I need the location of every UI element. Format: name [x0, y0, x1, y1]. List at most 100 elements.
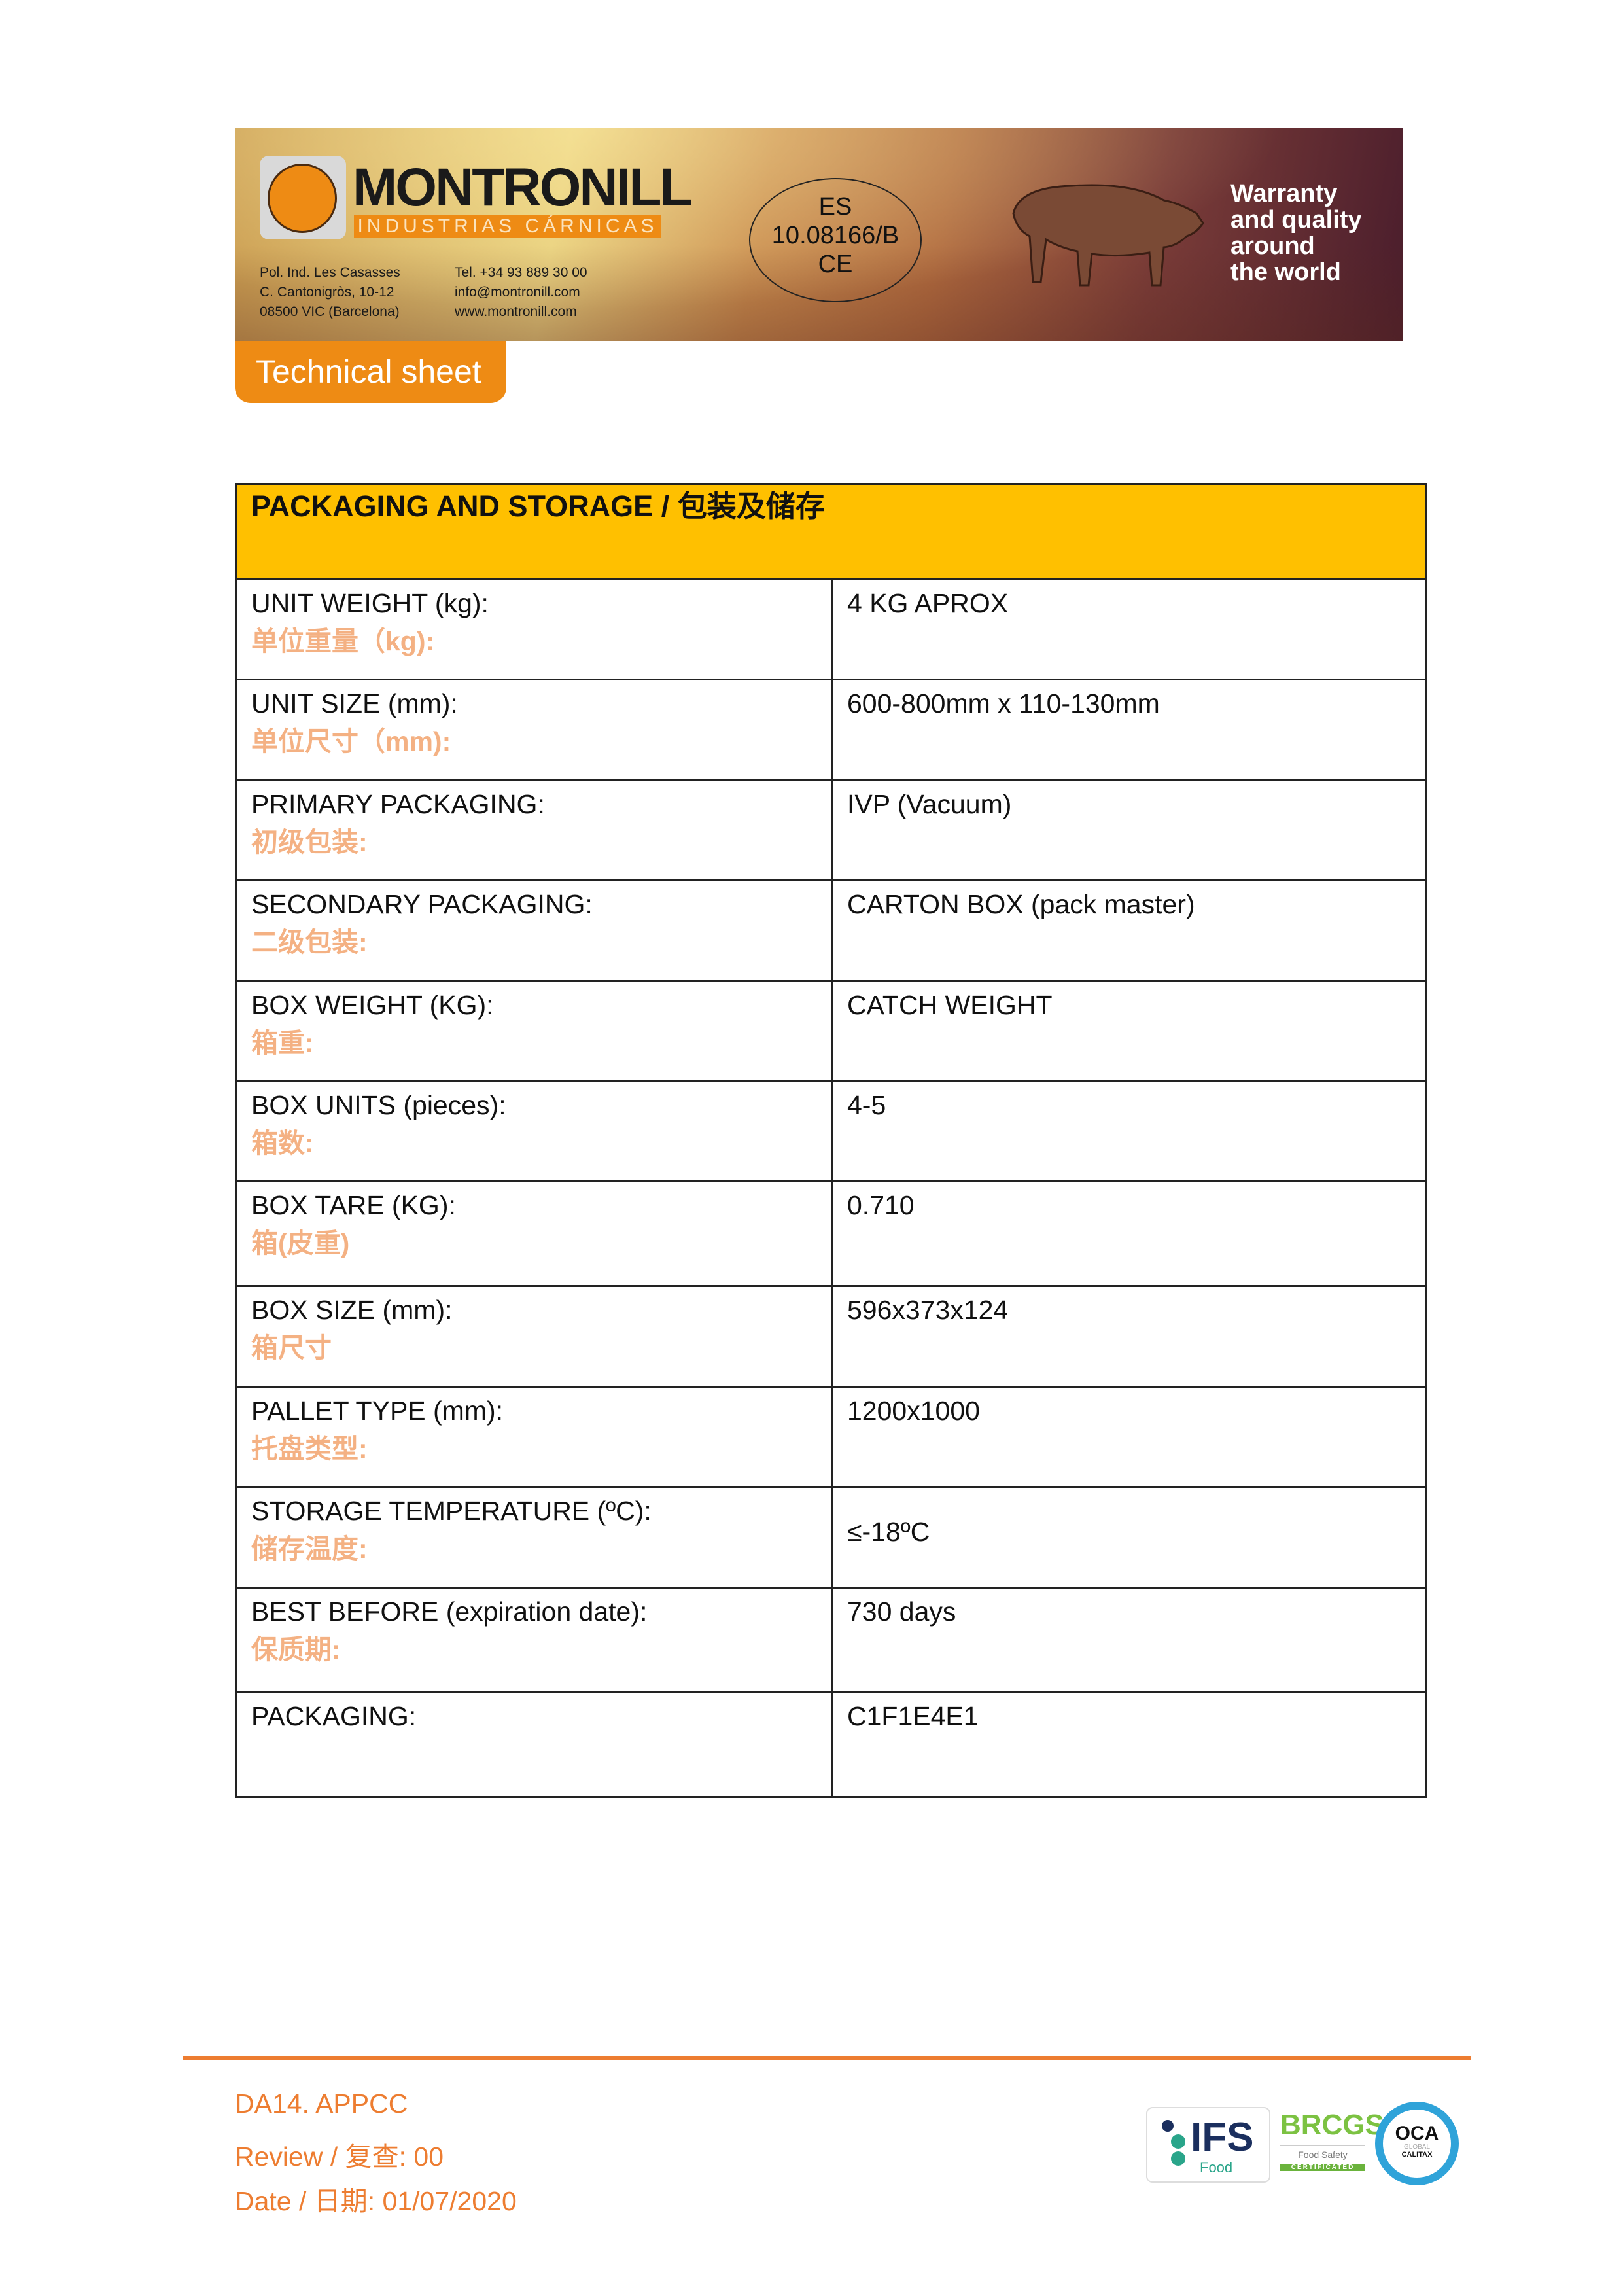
row-value: IVP (Vacuum) [831, 779, 1427, 881]
row-label-cell: UNIT WEIGHT (kg): 单位重量（kg): [235, 578, 833, 680]
table-row: PRIMARY PACKAGING: 初级包装: IVP (Vacuum) [235, 779, 1427, 881]
oca-global-logo: OCA GLOBAL CALITAX [1375, 2102, 1459, 2185]
row-label-cell: PACKAGING: [235, 1691, 833, 1798]
row-label-chinese: 二级包装: [251, 927, 368, 957]
pig-silhouette-icon [1012, 184, 1204, 287]
table-row: SECONDARY PACKAGING: 二级包装: CARTON BOX (pac… [235, 879, 1427, 982]
oca-text: OCA [1395, 2123, 1439, 2144]
certification-logos: IFS Food BRCGS Food Safety CERTIFICATED … [1146, 2099, 1473, 2197]
table-row: BOX UNITS (pieces): 箱数: 4-5 [235, 1080, 1427, 1182]
row-label-chinese: 箱尺寸 [251, 1333, 332, 1363]
table-row: BOX TARE (KG): 箱(皮重) 0.710 [235, 1180, 1427, 1287]
date: Date / 日期: 01/07/2020 [235, 2186, 517, 2216]
ifs-food-logo: IFS Food [1146, 2107, 1270, 2183]
row-label-chinese: 储存温度: [251, 1534, 368, 1564]
table-row: PACKAGING: C1F1E4E1 [235, 1691, 1427, 1798]
row-label-cell: BOX UNITS (pieces): 箱数: [235, 1080, 833, 1182]
row-label-cell: BOX TARE (KG): 箱(皮重) [235, 1180, 833, 1287]
row-label-chinese: 托盘类型: [251, 1434, 368, 1464]
oca-name: CALITAX [1401, 2151, 1433, 2159]
slogan-line: and quality [1230, 206, 1362, 234]
table-row: BOX WEIGHT (KG): 箱重: CATCH WEIGHT [235, 980, 1427, 1082]
address-line: 08500 VIC (Barcelona) [260, 304, 400, 319]
row-value: 4 KG APROX [831, 578, 1427, 680]
row-label-cell: PALLET TYPE (mm): 托盘类型: [235, 1386, 833, 1488]
address: Pol. Ind. Les Casasses C. Cantonigròs, 1… [260, 263, 400, 322]
row-value: CATCH WEIGHT [831, 980, 1427, 1082]
email: info@montronill.com [455, 285, 580, 300]
row-label: BOX WEIGHT (KG): [251, 990, 494, 1020]
brcgs-band: CERTIFICATED [1280, 2164, 1365, 2171]
slogan-line: Warranty [1230, 180, 1338, 207]
slogan-line: the world [1230, 258, 1341, 286]
row-label-chinese: 单位重量（kg): [251, 626, 435, 656]
row-value: 0.710 [831, 1180, 1427, 1287]
table-row: UNIT WEIGHT (kg): 单位重量（kg): 4 KG APROX [235, 578, 1427, 680]
row-label: PACKAGING: [251, 1701, 417, 1731]
row-label-cell: SECONDARY PACKAGING: 二级包装: [235, 879, 833, 982]
stamp-line: 10.08166/B [771, 222, 899, 249]
row-label: PALLET TYPE (mm): [251, 1396, 504, 1426]
row-value: 1200x1000 [831, 1386, 1427, 1488]
health-mark-stamp: ES 10.08166/B CE [749, 178, 922, 302]
row-label-chinese: 箱(皮重) [251, 1228, 350, 1258]
row-value: 600-800mm x 110-130mm [831, 679, 1427, 781]
technical-sheet-tab: Technical sheet [235, 341, 506, 403]
row-label-chinese: 箱数: [251, 1128, 314, 1158]
brand-name: MONTRONILL [353, 158, 693, 217]
row-value: CARTON BOX (pack master) [831, 879, 1427, 982]
row-label: BEST BEFORE (expiration date): [251, 1597, 648, 1627]
row-label: BOX TARE (KG): [251, 1190, 456, 1220]
row-value: C1F1E4E1 [831, 1691, 1427, 1798]
table-row: UNIT SIZE (mm): 单位尺寸（mm): 600-800mm x 110-… [235, 679, 1427, 781]
row-label-chinese: 保质期: [251, 1634, 341, 1665]
ifs-text: IFS [1191, 2115, 1254, 2160]
row-label-cell: BOX SIZE (mm): 箱尺寸 [235, 1285, 833, 1388]
row-label-cell: PRIMARY PACKAGING: 初级包装: [235, 779, 833, 881]
brcgs-sub: Food Safety [1280, 2145, 1365, 2164]
row-label-cell: BEST BEFORE (expiration date): 保质期: [235, 1587, 833, 1693]
row-label-chinese: 单位尺寸（mm): [251, 726, 451, 756]
row-label-chinese: 初级包装: [251, 827, 368, 857]
row-label: SECONDARY PACKAGING: [251, 889, 593, 919]
header-banner: MONTRONILL INDUSTRIAS CÁRNICAS Pol. Ind.… [235, 128, 1403, 341]
row-value: 730 days [831, 1587, 1427, 1693]
brcgs-text: BRCGS [1280, 2109, 1384, 2141]
row-label: STORAGE TEMPERATURE (ºC): [251, 1496, 652, 1526]
doc-code: DA14. APPCC [235, 2089, 408, 2119]
row-label-cell: STORAGE TEMPERATURE (ºC): 储存温度: [235, 1486, 833, 1589]
stamp-line: CE [818, 251, 853, 278]
table-row: STORAGE TEMPERATURE (ºC): 储存温度: ≤-18ºC [235, 1486, 1427, 1589]
brand-subtitle: INDUSTRIAS CÁRNICAS [354, 215, 661, 238]
row-label-cell: UNIT SIZE (mm): 单位尺寸（mm): [235, 679, 833, 781]
table-row: BEST BEFORE (expiration date): 保质期: 730 da… [235, 1587, 1427, 1693]
brcgs-logo: BRCGS Food Safety CERTIFICATED [1280, 2109, 1384, 2181]
row-label: BOX SIZE (mm): [251, 1295, 453, 1325]
row-value: ≤-18ºC [831, 1486, 1427, 1589]
table-title: PACKAGING AND STORAGE / 包装及储存 [235, 483, 1427, 580]
address-line: Pol. Ind. Les Casasses [260, 265, 400, 280]
slogan: Warranty and quality around the world [1230, 181, 1362, 285]
row-label: PRIMARY PACKAGING: [251, 789, 545, 819]
ifs-sub: Food [1200, 2159, 1233, 2176]
row-label-cell: BOX WEIGHT (KG): 箱重: [235, 980, 833, 1082]
row-label: UNIT SIZE (mm): [251, 688, 458, 718]
table-row: BOX SIZE (mm): 箱尺寸 596x373x124 [235, 1285, 1427, 1388]
row-value: 4-5 [831, 1080, 1427, 1182]
slogan-line: around [1230, 232, 1315, 260]
packaging-storage-table: PACKAGING AND STORAGE / 包装及储存 UNIT WEIGH… [235, 483, 1427, 1798]
contact: Tel. +34 93 889 30 00 info@montronill.co… [455, 263, 587, 322]
stamp-line: ES [818, 193, 852, 221]
row-label-chinese: 箱重: [251, 1028, 314, 1058]
oca-sub: GLOBAL [1403, 2144, 1431, 2151]
row-label: BOX UNITS (pieces): [251, 1090, 506, 1120]
pig-logo-icon [260, 156, 346, 239]
address-line: C. Cantonigròs, 10-12 [260, 285, 394, 300]
phone: Tel. +34 93 889 30 00 [455, 265, 587, 280]
row-label: UNIT WEIGHT (kg): [251, 588, 489, 618]
review: Review / 复查: 00 [235, 2142, 444, 2172]
row-value: 596x373x124 [831, 1285, 1427, 1388]
website: www.montronill.com [455, 304, 577, 319]
table-row: PALLET TYPE (mm): 托盘类型: 1200x1000 [235, 1386, 1427, 1488]
footer-divider [183, 2056, 1471, 2060]
